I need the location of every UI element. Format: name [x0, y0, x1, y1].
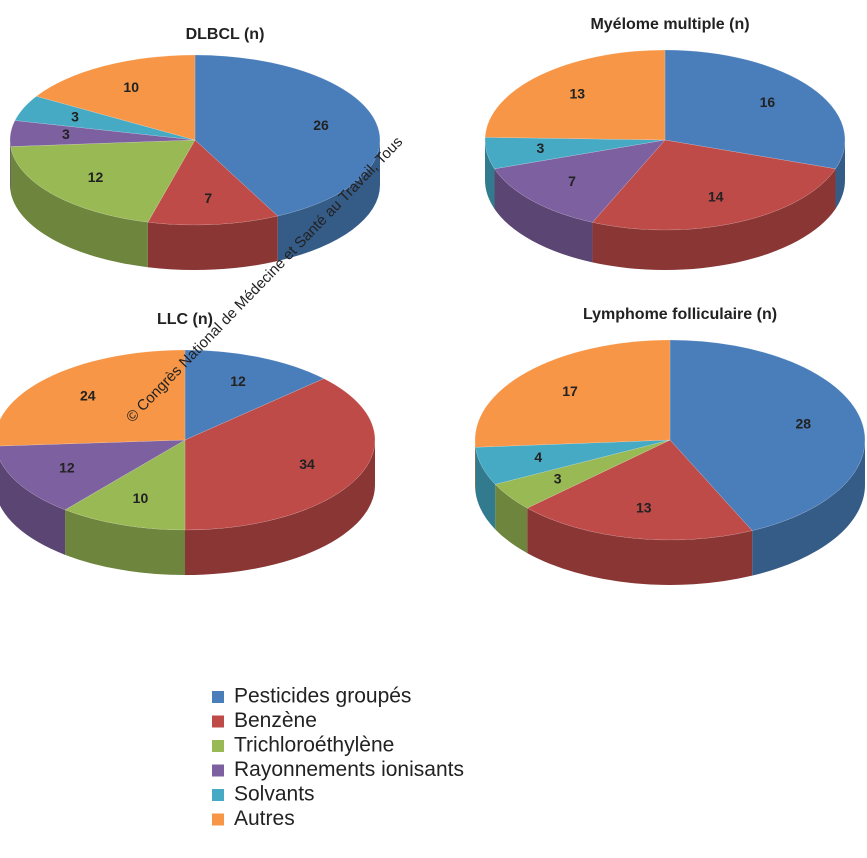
chart-title: Lymphome folliculaire (n): [583, 306, 777, 323]
value-label: 13: [569, 86, 585, 102]
pie-slice: [591, 139, 836, 231]
pie-slice: [669, 339, 866, 531]
pie-side: [495, 484, 528, 554]
legend-swatch: [212, 715, 224, 728]
value-label: 3: [554, 470, 562, 486]
pie-side: [10, 146, 148, 268]
pie-side: [277, 140, 380, 262]
value-label: 24: [80, 388, 96, 404]
pie-slice: [184, 349, 325, 441]
pie-slice: [147, 139, 279, 226]
legend-label: Benzène: [234, 709, 317, 732]
pie-slice: [14, 95, 196, 141]
value-label: 26: [313, 117, 329, 133]
pie-side: [475, 447, 496, 530]
value-label: 16: [760, 94, 776, 110]
legend-swatch: [212, 764, 224, 777]
pie-side: [0, 460, 66, 555]
pie-slice: [0, 349, 186, 447]
pie-side: [752, 440, 865, 576]
value-label: 17: [562, 383, 578, 399]
pie-side: [65, 509, 185, 575]
pie-side: [185, 440, 375, 575]
pie-slice: [194, 54, 381, 217]
pie-side: [147, 216, 278, 271]
pie-side: [835, 140, 845, 209]
legend-swatch: [212, 789, 224, 801]
pie-slice: [10, 139, 196, 223]
pie-slice: [484, 49, 666, 141]
legend-swatch: [212, 813, 224, 826]
value-label: 12: [88, 169, 104, 185]
pie-side: [494, 168, 593, 263]
chart-title: DLBCL (n): [186, 26, 265, 43]
value-label: 3: [71, 108, 79, 124]
pie-side: [10, 140, 11, 192]
legend-swatch: [212, 740, 224, 752]
pie-side: [527, 508, 753, 585]
legend-label: Autres: [234, 807, 295, 830]
pie-side: [485, 140, 495, 209]
legend-label: Pesticides groupés: [234, 685, 411, 708]
value-label: 14: [708, 188, 724, 204]
legend-label: Trichloroéthylène: [234, 734, 394, 757]
value-label: 3: [62, 126, 70, 142]
pie-slice: [494, 139, 666, 223]
pie-side: [475, 440, 476, 493]
pie-side: [592, 168, 836, 270]
pie-slice: [64, 439, 186, 531]
pie-slice: [35, 54, 196, 141]
pie-slice: [664, 49, 846, 170]
pie-slice: [9, 120, 196, 147]
legend-swatch: [212, 691, 224, 703]
pie-slice: [484, 137, 666, 170]
pie-slice: [184, 378, 376, 531]
legend-label: Solvants: [234, 783, 315, 806]
pie-slice: [494, 439, 671, 509]
value-label: 28: [795, 416, 811, 432]
pie-slice: [526, 439, 753, 541]
legend-label: Rayonnements ionisants: [234, 758, 464, 781]
value-label: 4: [534, 449, 542, 465]
value-label: 12: [230, 373, 246, 389]
value-label: 10: [123, 79, 139, 95]
value-label: 3: [536, 140, 544, 156]
pie-slice: [475, 439, 671, 485]
value-label: 10: [133, 490, 149, 506]
pie-slice: [474, 339, 671, 448]
value-label: 12: [59, 460, 75, 476]
value-label: 34: [299, 456, 315, 472]
chart-title: Myélome multiple (n): [590, 16, 749, 33]
chart-title: LLC (n): [157, 311, 213, 328]
value-label: 13: [636, 499, 652, 515]
pie-slice: [0, 439, 186, 511]
value-label: 7: [204, 190, 212, 206]
value-label: 7: [568, 173, 576, 189]
